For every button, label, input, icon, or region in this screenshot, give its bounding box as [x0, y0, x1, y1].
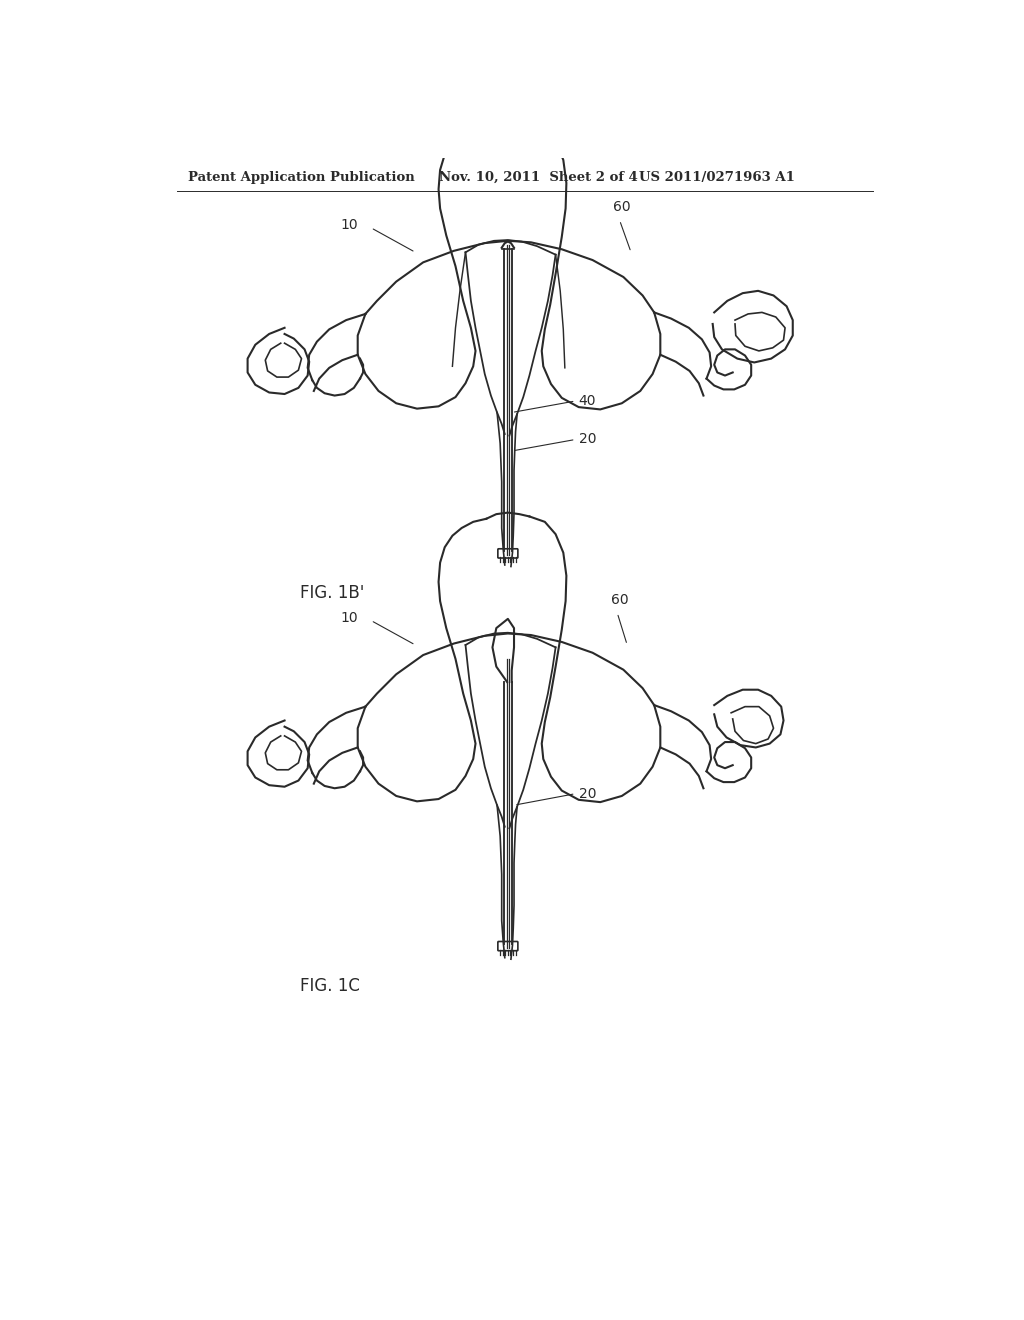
Text: 60: 60: [613, 199, 631, 214]
Text: 10: 10: [340, 611, 357, 626]
Text: 20: 20: [579, 433, 596, 446]
Text: 40: 40: [579, 393, 596, 408]
Text: Nov. 10, 2011  Sheet 2 of 4: Nov. 10, 2011 Sheet 2 of 4: [438, 172, 637, 185]
Text: 10: 10: [340, 218, 357, 232]
Text: Patent Application Publication: Patent Application Publication: [188, 172, 415, 185]
Text: 60: 60: [610, 593, 629, 607]
Text: FIG. 1B': FIG. 1B': [300, 585, 365, 602]
Text: FIG. 1C: FIG. 1C: [300, 977, 359, 995]
Text: US 2011/0271963 A1: US 2011/0271963 A1: [639, 172, 795, 185]
Text: 20: 20: [579, 787, 596, 801]
